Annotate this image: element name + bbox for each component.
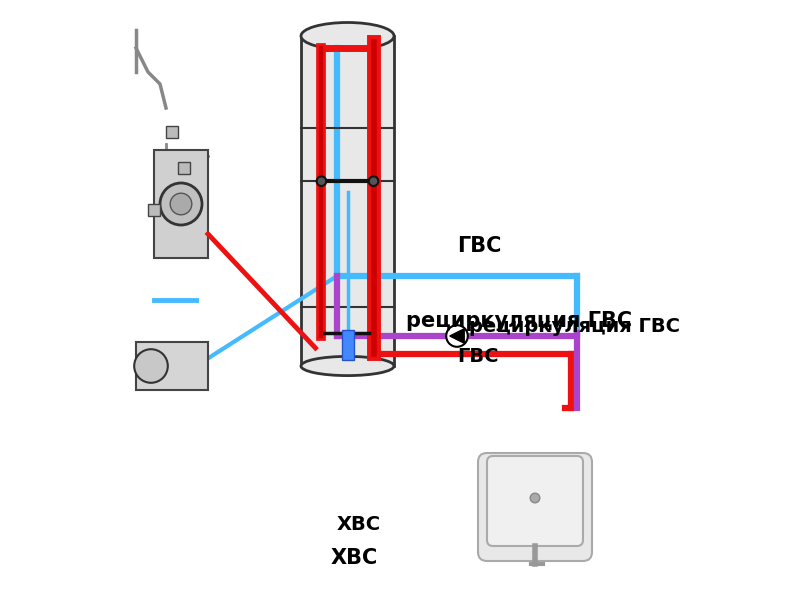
Bar [178,162,190,174]
Bar [136,342,208,390]
Circle shape [317,176,326,186]
Circle shape [170,193,192,215]
Ellipse shape [301,22,394,49]
Text: ГВС: ГВС [457,236,502,256]
Circle shape [134,349,168,383]
Bar [301,36,394,366]
Bar [342,330,354,360]
Bar [148,204,160,216]
Text: ХВС: ХВС [337,515,381,535]
Bar [166,126,178,138]
Bar [154,150,208,258]
Circle shape [369,176,378,186]
Text: ГВС: ГВС [457,347,498,367]
Text: рециркуляция ГВС: рециркуляция ГВС [469,317,680,337]
Polygon shape [450,329,464,343]
FancyBboxPatch shape [487,456,583,546]
Circle shape [530,493,540,503]
Ellipse shape [301,356,394,376]
Circle shape [446,325,468,347]
FancyBboxPatch shape [478,453,592,561]
Circle shape [160,183,202,225]
Text: рециркуляция ГВС: рециркуляция ГВС [406,311,632,331]
Text: ХВС: ХВС [331,548,378,568]
